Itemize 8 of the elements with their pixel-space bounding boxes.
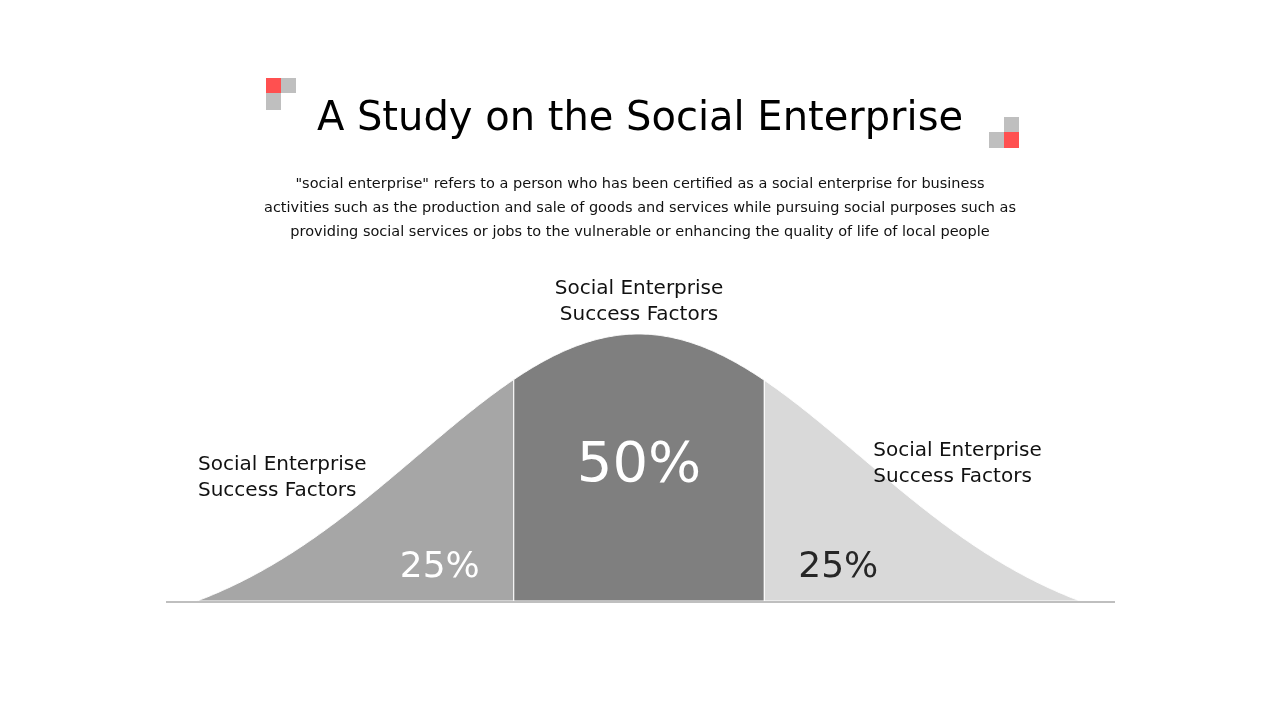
data-label: 25% xyxy=(798,544,879,585)
category-label: Social Enterprise Success Factors xyxy=(873,437,1042,487)
category-label: Social Enterprise Success Factors xyxy=(198,451,367,501)
text: A Study on the Social Enterprise xyxy=(316,93,964,139)
text: "social enterprise" refers to a person who has been certified as a social enterprise for business activities such as the production and sale of goods and services while pursuing social purposes such as providing social services or jobs to the vulnerable or enhancing the quality of life of local people xyxy=(264,175,1016,239)
category-label: Social Enterprise Success Factors xyxy=(554,275,724,325)
data-label: 50% xyxy=(576,429,702,494)
data-label: 25% xyxy=(399,544,480,585)
